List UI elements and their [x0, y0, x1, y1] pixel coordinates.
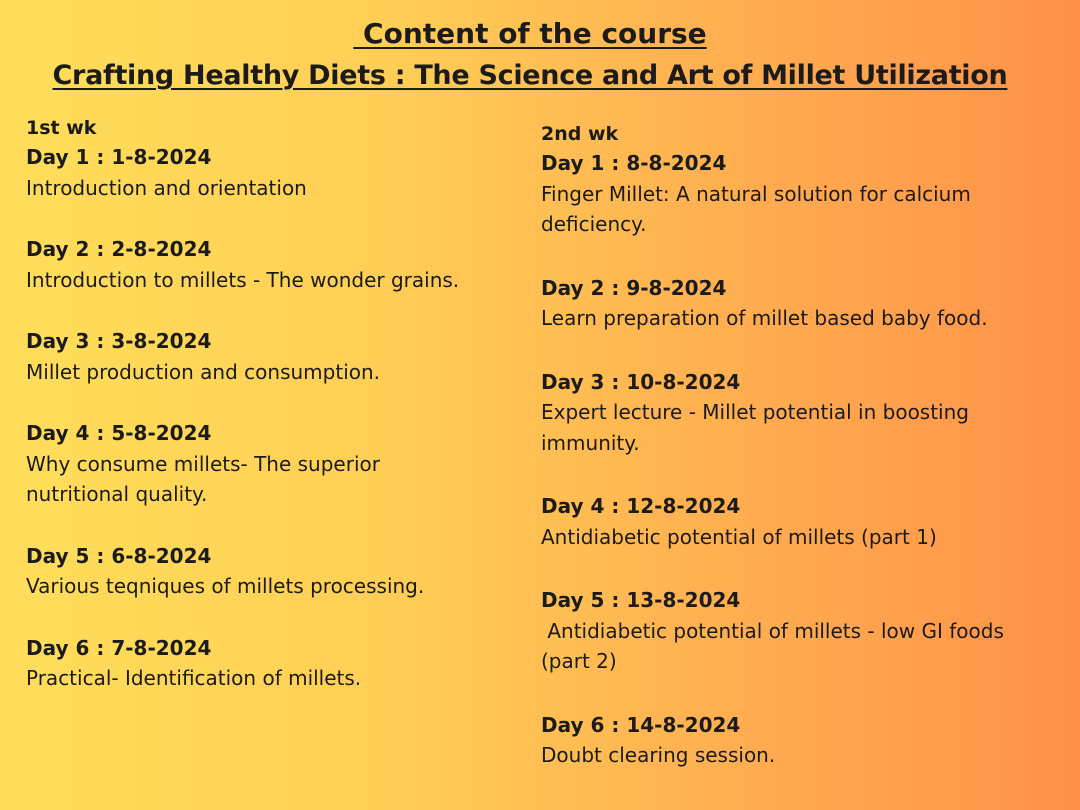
day-description: Antidiabetic potential of millets - low …: [541, 618, 1011, 674]
week-1-day-1: Day 1 : 1-8-2024 Introduction and orient…: [26, 142, 541, 203]
day-title: Day 2 : 2-8-2024: [26, 237, 212, 261]
week-1-day-3: Day 3 : 3-8-2024 Millet production and c…: [26, 326, 541, 387]
day-title: Day 6 : 7-8-2024: [26, 635, 212, 660]
day-description: Expert lecture - Millet potential in boo…: [541, 400, 976, 455]
week-2-day-1: Day 1 : 8-8-2024 Finger Millet: A natura…: [541, 148, 1056, 240]
week-2-day-3: Day 3 : 10-8-2024 Expert lecture - Mille…: [541, 367, 1056, 459]
day-title: Day 6 : 14-8-2024: [541, 712, 741, 737]
day-title: Day 4 : 12-8-2024: [541, 494, 741, 518]
week-2-day-2: Day 2 : 9-8-2024 Learn preparation of mi…: [541, 273, 1056, 334]
week-2-day-6: Day 6 : 14-8-2024 Doubt clearing session…: [541, 710, 1056, 771]
week-2-column: 2nd wk Day 1 : 8-8-2024 Finger Millet: A…: [541, 120, 1056, 804]
week-2-day-4: Day 4 : 12-8-2024 Antidiabetic potential…: [541, 491, 1056, 552]
day-description: Introduction to millets - The wonder gra…: [26, 267, 460, 292]
day-title: Day 1 : 1-8-2024: [26, 145, 212, 169]
day-description: Introduction and orientation: [26, 175, 307, 200]
week-1-day-2: Day 2 : 2-8-2024 Introduction to millets…: [26, 234, 541, 295]
day-title: Day 4 : 5-8-2024: [26, 421, 212, 445]
day-description: Millet production and consumption.: [26, 359, 381, 384]
day-description: Various teqniques of millets processing.: [26, 574, 425, 598]
week-2-day-5: Day 5 : 13-8-2024 Antidiabetic potential…: [541, 585, 1056, 677]
day-description: Finger Millet: A natural solution for ca…: [541, 181, 978, 237]
week-2-label: 2nd wk: [541, 123, 619, 145]
course-subtitle: Crafting Healthy Diets : The Science and…: [52, 60, 1008, 91]
day-description: Antidiabetic potential of millets (part …: [541, 524, 937, 549]
week-1-label: 1st wk: [26, 117, 97, 139]
day-title: Day 3 : 10-8-2024: [541, 369, 741, 394]
week-1-column: 1st wk Day 1 : 1-8-2024 Introduction and…: [26, 114, 541, 725]
day-description: Practical- Identification of millets.: [26, 666, 362, 690]
course-header: Content of the course Crafting Healthy D…: [0, 14, 1060, 98]
week-1-day-6: Day 6 : 7-8-2024 Practical- Identificati…: [26, 633, 541, 694]
week-1-day-5: Day 5 : 6-8-2024 Various teqniques of mi…: [26, 541, 541, 602]
day-description: Doubt clearing session.: [541, 743, 776, 767]
week-1-day-4: Day 4 : 5-8-2024 Why consume millets- Th…: [26, 418, 541, 510]
day-title: Day 3 : 3-8-2024: [26, 329, 212, 353]
page-title: Content of the course: [353, 17, 707, 50]
day-description: Learn preparation of millet based baby f…: [541, 306, 988, 330]
day-title: Day 5 : 13-8-2024: [541, 588, 741, 612]
day-title: Day 2 : 9-8-2024: [541, 275, 727, 300]
day-title: Day 1 : 8-8-2024: [541, 151, 727, 175]
day-description: Why consume millets- The superior nutrit…: [26, 451, 387, 507]
day-title: Day 5 : 6-8-2024: [26, 543, 212, 568]
